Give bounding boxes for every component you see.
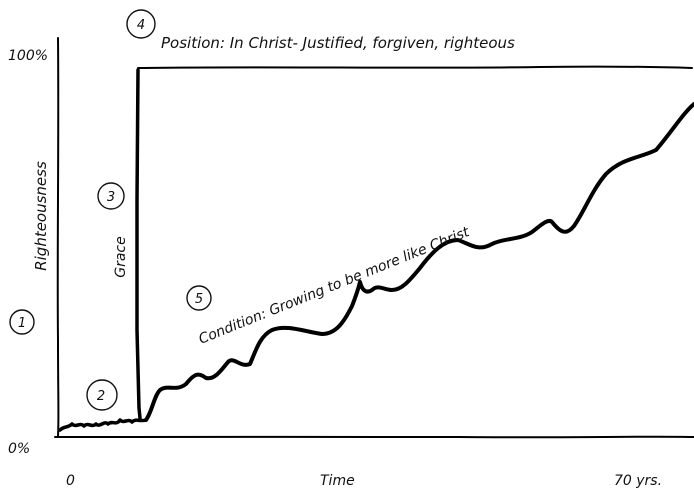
grace-line xyxy=(135,68,142,420)
x-axis-start-label: 0 xyxy=(66,473,75,489)
marker-2: 2 xyxy=(86,379,118,411)
marker-4: 4 xyxy=(126,9,156,39)
marker-3: 3 xyxy=(97,182,125,210)
marker-2-circle xyxy=(86,379,118,411)
marker-4-circle xyxy=(126,9,156,39)
x-axis-title: Time xyxy=(320,473,355,489)
marker-2-number: 2 xyxy=(97,389,105,404)
x-axis-end-label: 70 yrs. xyxy=(614,473,662,489)
marker-3-number: 3 xyxy=(107,190,115,205)
y-axis-bottom-label: 0% xyxy=(8,441,30,457)
y-axis xyxy=(56,37,60,437)
marker-5-circle xyxy=(186,285,212,311)
marker-3-circle xyxy=(97,182,125,210)
marker-1: 1 xyxy=(9,309,35,335)
marker-5-number: 5 xyxy=(195,292,203,307)
grace-label: Grace xyxy=(113,236,129,278)
early-life-line xyxy=(58,418,148,432)
marker-4-number: 4 xyxy=(137,18,145,33)
position-line xyxy=(137,65,693,69)
marker-1-circle xyxy=(9,309,35,335)
marker-5: 5 xyxy=(186,285,212,311)
x-axis xyxy=(54,435,694,439)
growth-curve xyxy=(144,102,694,422)
marker-1-number: 1 xyxy=(18,316,26,331)
y-axis-top-label: 100% xyxy=(8,48,48,64)
position-label: Position: In Christ- Justified, forgiven… xyxy=(161,34,515,52)
y-axis-title: Righteousness xyxy=(32,161,50,271)
